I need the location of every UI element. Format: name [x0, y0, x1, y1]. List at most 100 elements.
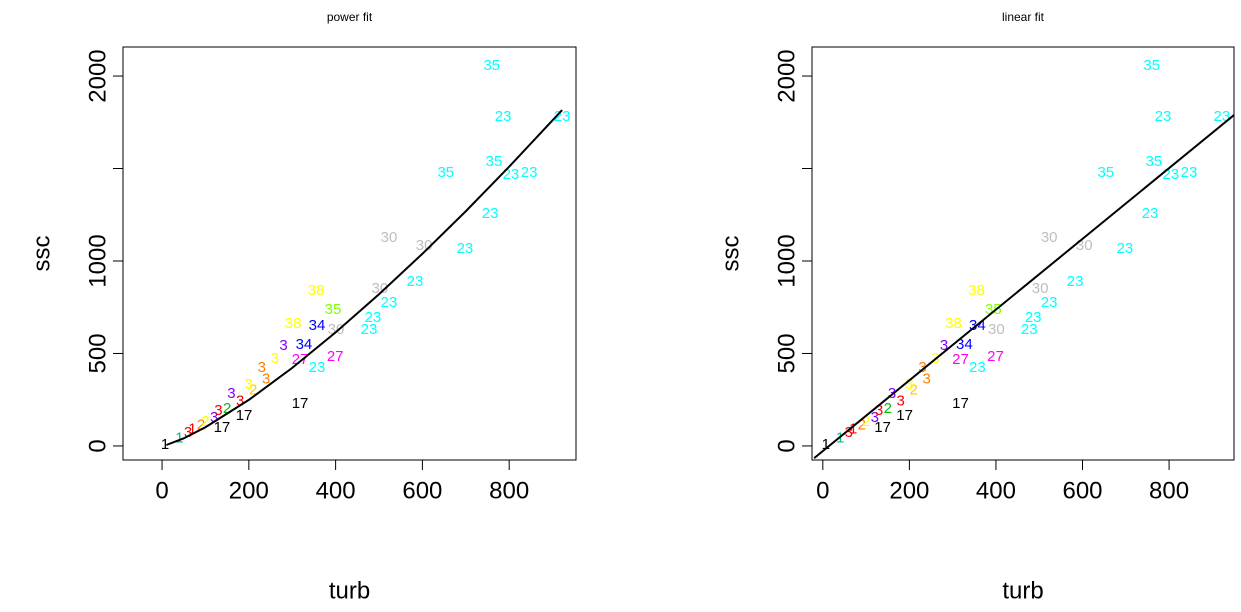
- point-label: 2: [197, 417, 205, 434]
- x-tick-label: 600: [1062, 477, 1102, 504]
- point-label: 1: [188, 420, 196, 437]
- point-label: 35: [1098, 164, 1115, 181]
- point-label: 3: [258, 359, 266, 376]
- point-label: 1: [849, 420, 857, 437]
- x-tick-label: 800: [1149, 477, 1189, 504]
- point-label: 35: [483, 57, 500, 74]
- plot-box: [811, 46, 1235, 461]
- point-label: 17: [236, 407, 253, 424]
- point-label: 35: [985, 301, 1002, 318]
- point-label: 23: [1214, 108, 1231, 125]
- x-tick-label: 0: [155, 477, 168, 504]
- point-label: 1: [161, 436, 169, 453]
- point-label: 27: [987, 348, 1004, 365]
- point-label: 2: [910, 381, 918, 398]
- point-label: 34: [956, 336, 973, 353]
- point-label: 2: [249, 381, 257, 398]
- plot-box: [122, 46, 577, 461]
- y-tick-label: 0: [84, 439, 111, 452]
- point-label: 38: [945, 315, 962, 332]
- point-label: 30: [1076, 237, 1093, 254]
- point-label: 3: [279, 337, 287, 354]
- x-tick-label: 200: [889, 477, 929, 504]
- chart-title: linear fit: [1002, 10, 1045, 24]
- point-label: 23: [554, 108, 571, 125]
- point-label: 17: [292, 395, 309, 412]
- point-label: 23: [521, 164, 538, 181]
- point-label: 23: [1142, 205, 1159, 222]
- point-label: 23: [1117, 240, 1134, 257]
- point-label: 30: [381, 229, 398, 246]
- point-label: 3: [262, 370, 270, 387]
- point-label: 3: [210, 409, 218, 426]
- y-tick-label: 0: [773, 439, 800, 452]
- point-label: 30: [372, 280, 389, 297]
- point-label: 23: [365, 309, 382, 326]
- point-label: 23: [495, 108, 512, 125]
- x-tick-label: 200: [229, 477, 269, 504]
- point-label: 3: [271, 350, 279, 367]
- point-label: 2: [223, 400, 231, 417]
- point-label: 17: [874, 419, 891, 436]
- point-label: 3: [245, 376, 253, 393]
- point-label: 23: [1021, 321, 1038, 338]
- point-label: 34: [309, 317, 326, 334]
- point-label: 35: [437, 164, 454, 181]
- point-label: 23: [1181, 164, 1198, 181]
- point-label: 23: [1067, 273, 1084, 290]
- point-label: 27: [952, 351, 969, 368]
- point-label: 3: [875, 402, 883, 419]
- chart-title: power fit: [327, 10, 373, 24]
- point-label: 23: [309, 359, 326, 376]
- point-label: 3: [227, 385, 235, 402]
- point-label: 23: [1155, 108, 1172, 125]
- y-tick-label: 500: [773, 333, 800, 373]
- y-tick-label: 500: [84, 333, 111, 373]
- x-axis-label: turb: [1002, 577, 1043, 604]
- fit-line: [813, 114, 1234, 459]
- point-label: 3: [897, 393, 905, 410]
- point-label: 17: [214, 419, 231, 436]
- point-label: 17: [952, 395, 969, 412]
- point-label: 1: [175, 430, 183, 447]
- point-label: 2: [884, 400, 892, 417]
- x-tick-label: 400: [976, 477, 1016, 504]
- point-label: 35: [1143, 57, 1160, 74]
- point-label: 23: [407, 273, 424, 290]
- y-tick-label: 2000: [84, 49, 111, 102]
- point-label: 38: [285, 315, 302, 332]
- point-label: 30: [328, 321, 345, 338]
- point-label: 3: [918, 359, 926, 376]
- point-label: 3: [905, 376, 913, 393]
- fit-line: [166, 109, 563, 446]
- point-label: 23: [503, 166, 520, 183]
- point-label: 2: [862, 413, 870, 430]
- point-label: 23: [1041, 294, 1058, 311]
- point-label: 30: [1041, 229, 1058, 246]
- y-tick-label: 1000: [773, 234, 800, 287]
- point-label: 3: [940, 337, 948, 354]
- x-tick-label: 800: [489, 477, 529, 504]
- point-label: 35: [486, 153, 503, 170]
- y-tick-label: 2000: [773, 49, 800, 102]
- point-label: 23: [361, 321, 378, 338]
- x-tick-label: 0: [816, 477, 829, 504]
- point-label: 3: [214, 402, 222, 419]
- point-label: 23: [482, 205, 499, 222]
- point-label: 23: [1162, 166, 1179, 183]
- point-label: 30: [1032, 280, 1049, 297]
- point-label: 3: [923, 370, 931, 387]
- point-label: 23: [1025, 309, 1042, 326]
- point-label: 3: [184, 424, 192, 441]
- point-label: 23: [969, 359, 986, 376]
- point-label: 3: [845, 424, 853, 441]
- point-label: 30: [988, 321, 1005, 338]
- point-label: 2: [858, 417, 866, 434]
- point-label: 1: [822, 436, 830, 453]
- point-label: 23: [457, 240, 474, 257]
- x-tick-label: 400: [316, 477, 356, 504]
- x-tick-label: 600: [402, 477, 442, 504]
